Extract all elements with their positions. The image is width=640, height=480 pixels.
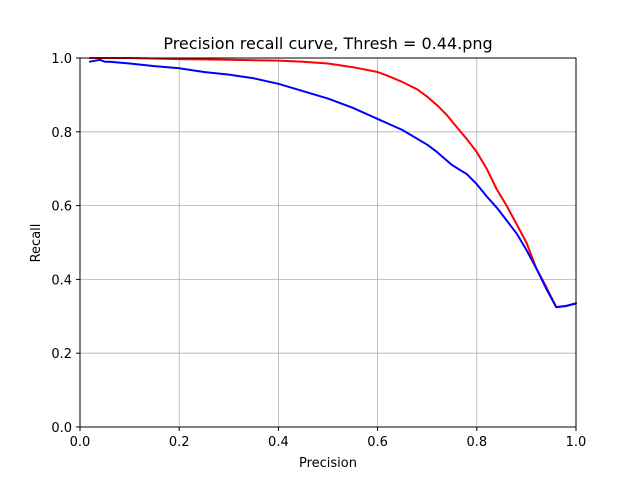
y-tick-label: 0.8 <box>51 126 72 141</box>
plot-frame <box>79 57 577 428</box>
x-tick-label: 0.8 <box>466 435 487 450</box>
series-line-1 <box>88 57 577 309</box>
y-tick-label: 0.0 <box>51 421 72 436</box>
y-tick-label: 0.2 <box>51 347 72 362</box>
series-line-2 <box>88 58 577 309</box>
axis-ticks: 0.0 0.2 0.4 0.6 0.8 1.0 0.0 0.2 0.4 0.6 0.8 1.0 <box>51 52 586 450</box>
series-layer <box>88 57 577 309</box>
x-axis-label: Precision <box>299 456 357 471</box>
y-tick-label: 0.6 <box>51 200 72 215</box>
y-tick-label: 1.0 <box>51 52 72 67</box>
x-tick-label: 0.2 <box>169 435 190 450</box>
x-tick-label: 1.0 <box>566 435 587 450</box>
chart-title: Precision recall curve, Thresh = 0.44.pn… <box>163 34 492 53</box>
x-tick-label: 0.0 <box>70 435 91 450</box>
x-tick-label: 0.6 <box>367 435 388 450</box>
y-axis-label: Recall <box>29 224 44 263</box>
x-tick-label: 0.4 <box>268 435 289 450</box>
y-tick-label: 0.4 <box>51 273 72 288</box>
